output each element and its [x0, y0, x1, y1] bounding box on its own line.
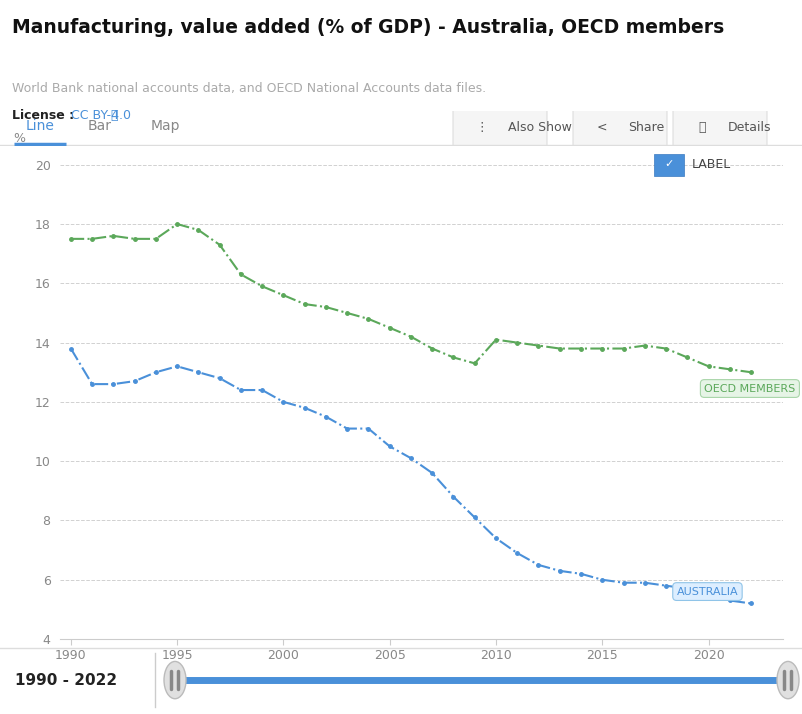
Text: Details: Details: [727, 121, 771, 134]
Ellipse shape: [164, 661, 186, 699]
FancyBboxPatch shape: [672, 45, 766, 213]
FancyBboxPatch shape: [452, 45, 546, 213]
Text: Share: Share: [627, 121, 663, 134]
Text: CC BY-4.0: CC BY-4.0: [67, 109, 131, 121]
Text: 1990 - 2022: 1990 - 2022: [15, 673, 117, 688]
Text: Map: Map: [150, 119, 180, 133]
Text: <: <: [596, 121, 606, 134]
Text: Line: Line: [26, 119, 55, 133]
Text: LABEL: LABEL: [691, 158, 730, 171]
Text: %: %: [13, 132, 25, 145]
Text: ✓: ✓: [664, 159, 674, 169]
Text: OECD MEMBERS: OECD MEMBERS: [703, 383, 795, 393]
Text: AUSTRALIA: AUSTRALIA: [676, 587, 737, 597]
Text: ⋮: ⋮: [475, 121, 488, 134]
Text: ⓘ: ⓘ: [698, 121, 705, 134]
Text: Bar: Bar: [88, 119, 111, 133]
FancyBboxPatch shape: [654, 154, 683, 176]
Text: License :: License :: [12, 109, 74, 121]
Ellipse shape: [776, 661, 798, 699]
Text: World Bank national accounts data, and OECD National Accounts data files.: World Bank national accounts data, and O…: [12, 82, 485, 95]
Text: Also Show: Also Show: [508, 121, 571, 134]
Text: ⓘ: ⓘ: [110, 109, 117, 121]
FancyBboxPatch shape: [573, 45, 666, 213]
Text: Manufacturing, value added (% of GDP) - Australia, OECD members: Manufacturing, value added (% of GDP) - …: [12, 18, 723, 37]
